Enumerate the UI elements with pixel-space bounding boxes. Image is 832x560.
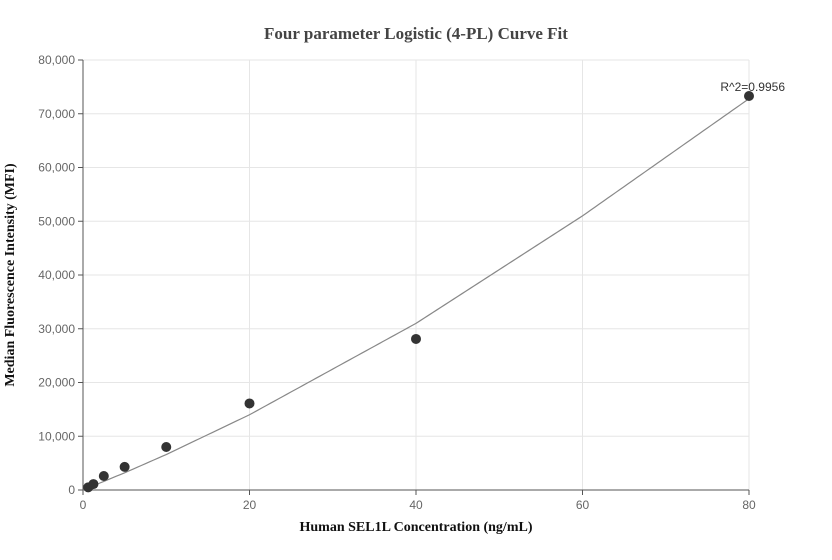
y-tick-label: 70,000 [38, 107, 75, 121]
y-tick-label: 20,000 [38, 376, 75, 390]
axes: 0 10,000 20,000 30,000 40,000 50,000 60,000 70,… [38, 53, 756, 512]
data-point [88, 479, 99, 490]
fit-curve-line [82, 98, 750, 491]
y-tick-label: 0 [68, 483, 75, 497]
fit-curve [82, 98, 750, 491]
x-tick-label: 0 [80, 498, 87, 512]
x-tick-label: 20 [243, 498, 257, 512]
y-tick-label: 10,000 [38, 429, 75, 443]
data-point [411, 333, 421, 344]
data-point [119, 461, 130, 472]
y-tick-label: 60,000 [38, 161, 75, 175]
y-tick-label: 30,000 [38, 322, 75, 336]
data-point [98, 471, 109, 482]
y-tick-label: 40,000 [38, 268, 75, 282]
data-point [744, 91, 754, 102]
y-tick-label: 50,000 [38, 214, 75, 228]
data-points [83, 91, 754, 493]
x-tick-label: 60 [576, 498, 590, 512]
y-axis-title: Median Fluorescence Intensity (MFI) [3, 163, 18, 387]
chart-title: Four parameter Logistic (4-PL) Curve Fit [264, 24, 568, 43]
grid [82, 59, 750, 491]
data-point [161, 442, 172, 452]
x-tick-label: 40 [409, 498, 423, 512]
y-tick-label: 80,000 [38, 53, 75, 67]
x-tick-label: 80 [742, 498, 756, 512]
data-point [244, 398, 255, 409]
r-squared-annotation: R^2=0.9956 [720, 80, 785, 94]
x-axis-title: Human SEL1L Concentration (ng/mL) [300, 520, 533, 535]
